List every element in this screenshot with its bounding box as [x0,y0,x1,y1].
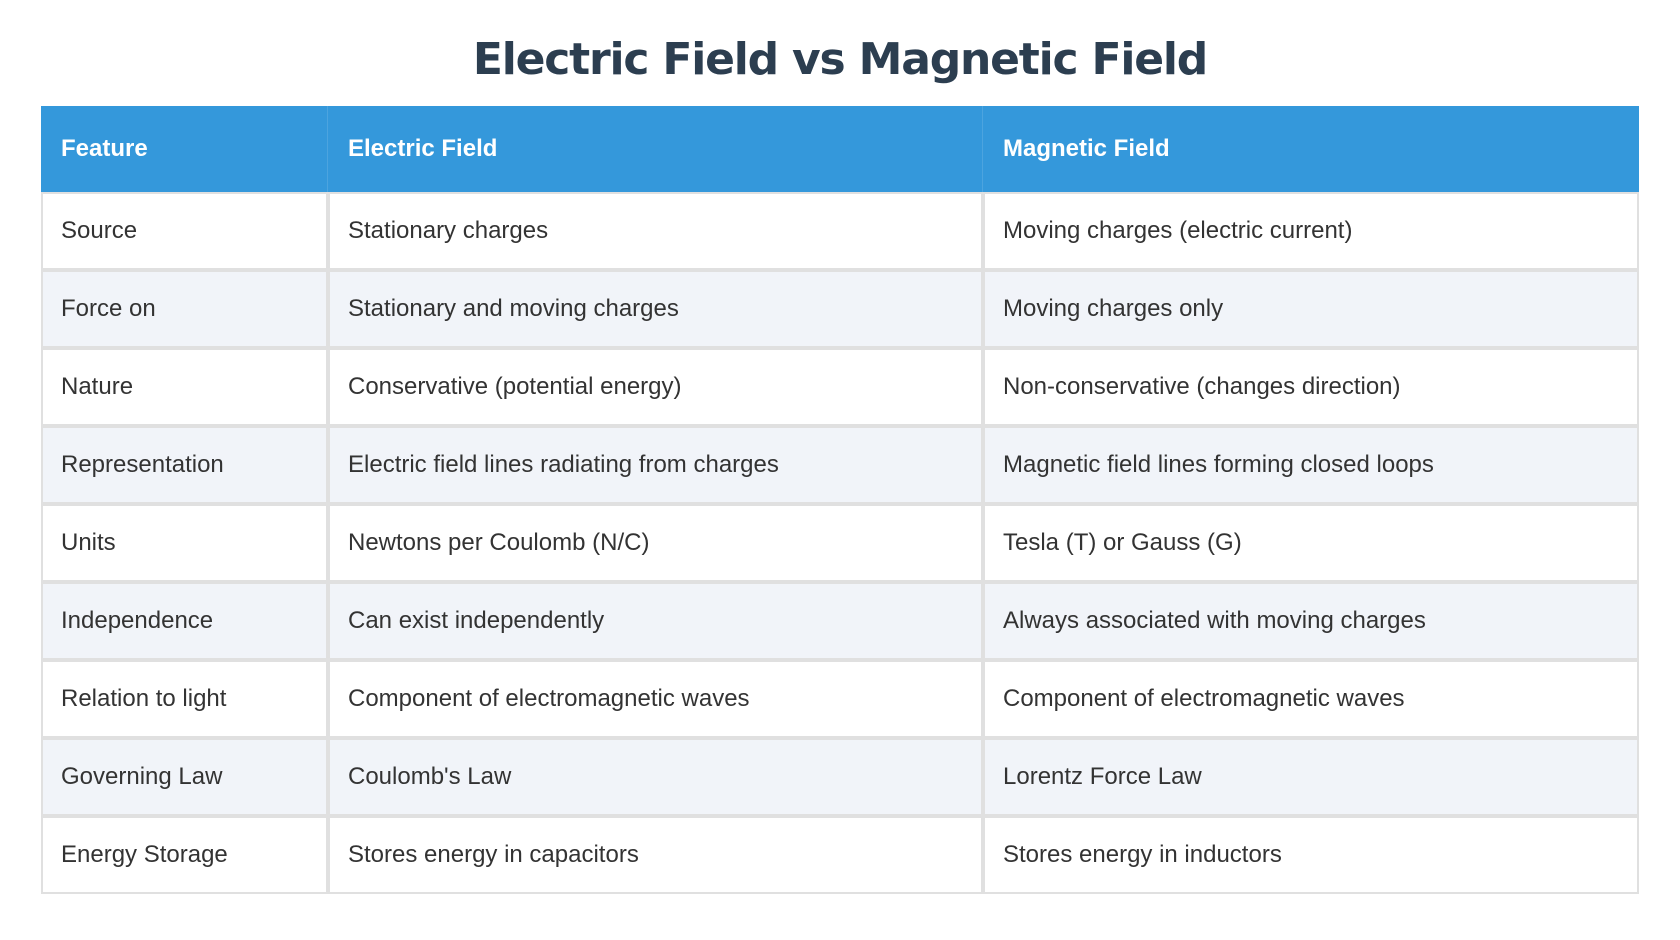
feature-cell: Source [41,192,328,270]
page-title: Electric Field vs Magnetic Field [472,34,1208,85]
table-row: Nature Conservative (potential energy) N… [41,348,1639,426]
electric-cell: Coulomb's Law [328,738,983,816]
magnetic-cell: Stores energy in inductors [983,816,1639,894]
table-row: Representation Electric field lines radi… [41,426,1639,504]
magnetic-cell: Always associated with moving charges [983,582,1639,660]
table-row: Energy Storage Stores energy in capacito… [41,816,1639,894]
electric-cell: Can exist independently [328,582,983,660]
electric-cell: Electric field lines radiating from char… [328,426,983,504]
electric-cell: Conservative (potential energy) [328,348,983,426]
magnetic-cell: Component of electromagnetic waves [983,660,1639,738]
header-row: Feature Electric Field Magnetic Field [41,106,1639,192]
header-magnetic-field: Magnetic Field [983,106,1639,192]
feature-cell: Relation to light [41,660,328,738]
table-header: Feature Electric Field Magnetic Field [41,106,1639,192]
header-electric-field: Electric Field [328,106,983,192]
table-row: Relation to light Component of electroma… [41,660,1639,738]
feature-cell: Energy Storage [41,816,328,894]
magnetic-cell: Tesla (T) or Gauss (G) [983,504,1639,582]
electric-cell: Stationary charges [328,192,983,270]
feature-cell: Nature [41,348,328,426]
electric-cell: Component of electromagnetic waves [328,660,983,738]
table-row: Governing Law Coulomb's Law Lorentz Forc… [41,738,1639,816]
header-feature: Feature [41,106,328,192]
feature-cell: Governing Law [41,738,328,816]
feature-cell: Force on [41,270,328,348]
table-row: Force on Stationary and moving charges M… [41,270,1639,348]
electric-cell: Stationary and moving charges [328,270,983,348]
electric-cell: Newtons per Coulomb (N/C) [328,504,983,582]
magnetic-cell: Moving charges (electric current) [983,192,1639,270]
magnetic-cell: Non-conservative (changes direction) [983,348,1639,426]
comparison-table: Feature Electric Field Magnetic Field So… [41,106,1639,894]
table-row: Source Stationary charges Moving charges… [41,192,1639,270]
magnetic-cell: Moving charges only [983,270,1639,348]
magnetic-cell: Magnetic field lines forming closed loop… [983,426,1639,504]
feature-cell: Independence [41,582,328,660]
feature-cell: Representation [41,426,328,504]
magnetic-cell: Lorentz Force Law [983,738,1639,816]
table-row: Independence Can exist independently Alw… [41,582,1639,660]
feature-cell: Units [41,504,328,582]
electric-cell: Stores energy in capacitors [328,816,983,894]
table-body: Source Stationary charges Moving charges… [41,192,1639,894]
table-row: Units Newtons per Coulomb (N/C) Tesla (T… [41,504,1639,582]
